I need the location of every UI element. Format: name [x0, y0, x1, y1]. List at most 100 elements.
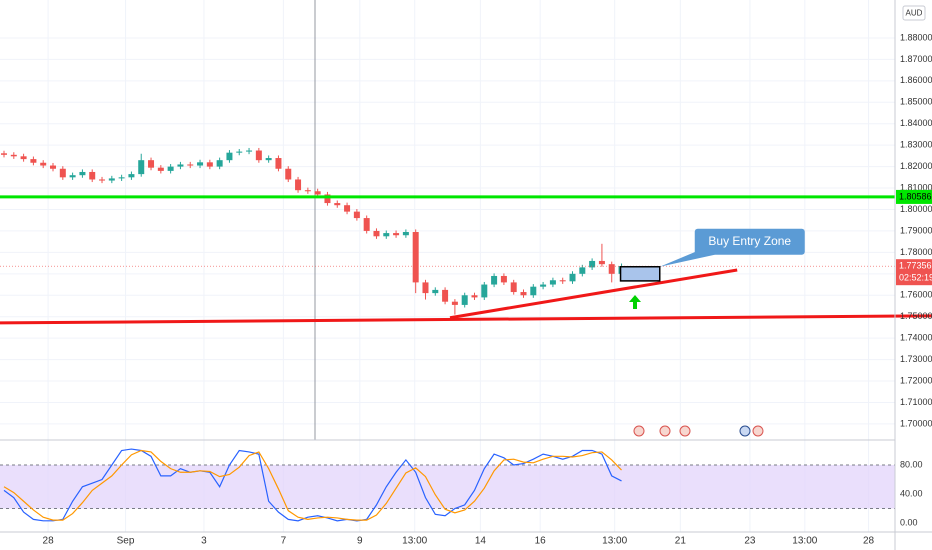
y-tick-label: 1.81000 — [900, 182, 932, 192]
candle-body — [89, 171, 96, 180]
candle-body — [148, 160, 155, 168]
y-tick-label: 1.79000 — [900, 225, 932, 235]
candle-body — [344, 205, 351, 212]
candle-body — [471, 295, 478, 298]
candle-body — [520, 292, 527, 296]
candle-body — [128, 174, 135, 178]
candle-body — [197, 162, 204, 166]
entry-zone — [619, 265, 661, 282]
y-tick-label: 1.86000 — [900, 75, 932, 85]
y-tick-label: 80.00 — [900, 459, 923, 469]
candle-body — [549, 280, 556, 285]
candle-body — [304, 190, 311, 192]
candle-body — [79, 171, 86, 176]
y-tick-label: 1.73000 — [900, 354, 932, 364]
candle-body — [206, 162, 213, 167]
y-tick-label: 1.82000 — [900, 161, 932, 171]
x-tick-label: 23 — [744, 536, 756, 547]
grid — [0, 0, 895, 532]
candle-body — [20, 156, 27, 160]
candle-body — [0, 153, 7, 155]
last-price-box — [896, 259, 932, 286]
candle-body — [50, 165, 57, 169]
candle-body — [187, 164, 194, 166]
candle-body — [569, 273, 576, 282]
x-tick-label: Sep — [117, 536, 135, 547]
y-tick-label: 1.74000 — [900, 333, 932, 343]
y-tick-label: 1.75000 — [900, 311, 932, 321]
candle-body — [559, 280, 566, 282]
candle-body — [432, 289, 439, 294]
candle-body — [334, 203, 341, 206]
y-tick-label: 1.76000 — [900, 290, 932, 300]
candle-body — [99, 179, 106, 181]
last-price-label: 1.77356 — [899, 261, 932, 271]
y-tick-label: 1.88000 — [900, 32, 932, 42]
currency: AUD — [906, 9, 923, 18]
candle-body — [393, 233, 400, 236]
candle-body — [412, 232, 419, 283]
candle-body — [236, 151, 243, 153]
candle-body — [510, 282, 517, 293]
candle-body — [491, 275, 498, 285]
event-icon[interactable] — [633, 425, 645, 437]
y-tick-label: 1.85000 — [900, 97, 932, 107]
candle-body — [442, 289, 449, 302]
event-icon[interactable] — [739, 425, 751, 437]
candle-body — [216, 160, 223, 167]
candle-body — [295, 179, 302, 191]
candle-body — [157, 167, 164, 171]
x-tick-label: 28 — [43, 536, 55, 547]
x-tick-label: 21 — [675, 536, 687, 547]
candle-body — [246, 150, 253, 152]
y-tick-label: 40.00 — [900, 488, 923, 498]
candle-body — [285, 168, 292, 180]
y-tick-label: 1.84000 — [900, 118, 932, 128]
y-tick-label: 1.80000 — [900, 204, 932, 214]
candle-body — [108, 178, 115, 181]
event-icons — [633, 425, 764, 437]
y-tick-label: 1.70000 — [900, 418, 932, 428]
event-icon[interactable] — [752, 425, 764, 437]
candle-body — [598, 260, 605, 265]
oscillator-line — [3, 449, 622, 521]
candle-body — [589, 260, 596, 268]
plot: Buy Entry Zone — [0, 147, 932, 522]
candle-body — [226, 152, 233, 161]
event-icon[interactable] — [659, 425, 671, 437]
candle-body — [579, 267, 586, 274]
x-tick-label: 13:00 — [402, 536, 427, 547]
x-tick-label: 16 — [535, 536, 547, 547]
candle-body — [422, 282, 429, 294]
event-icon[interactable] — [679, 425, 691, 437]
y-tick-label: 1.78000 — [900, 247, 932, 257]
price-axis: AUD 28 Sep 3 7 9 13:00 14 16 13:00 21 23 13:00 28 1.7… — [43, 5, 932, 547]
oscillator-line — [3, 448, 622, 522]
candle-body — [451, 301, 458, 305]
trendline — [449, 268, 738, 320]
candle-body — [500, 275, 507, 283]
price-label-box — [896, 189, 932, 204]
candle-body — [353, 211, 360, 219]
y-tick-label: 1.71000 — [900, 397, 932, 407]
candle-body — [373, 230, 380, 237]
y-tick-label: 1.83000 — [900, 140, 932, 150]
countdown-label: 02:52:19 — [899, 273, 932, 283]
y-tick-label: 0.00 — [900, 517, 918, 527]
candle-body — [275, 158, 282, 169]
x-tick-label: 3 — [201, 536, 207, 547]
candle-body — [402, 232, 409, 236]
candle-body — [177, 164, 184, 167]
currency-box[interactable] — [902, 5, 926, 21]
y-tick-label: 1.72000 — [900, 375, 932, 385]
candle-body — [167, 166, 174, 171]
candle-body — [255, 150, 262, 161]
candle-body — [363, 218, 370, 231]
x-tick-label: 28 — [863, 536, 875, 547]
trendline — [0, 314, 932, 325]
callout-box — [694, 228, 805, 255]
candle-body — [461, 295, 468, 305]
candle-body — [138, 160, 145, 175]
